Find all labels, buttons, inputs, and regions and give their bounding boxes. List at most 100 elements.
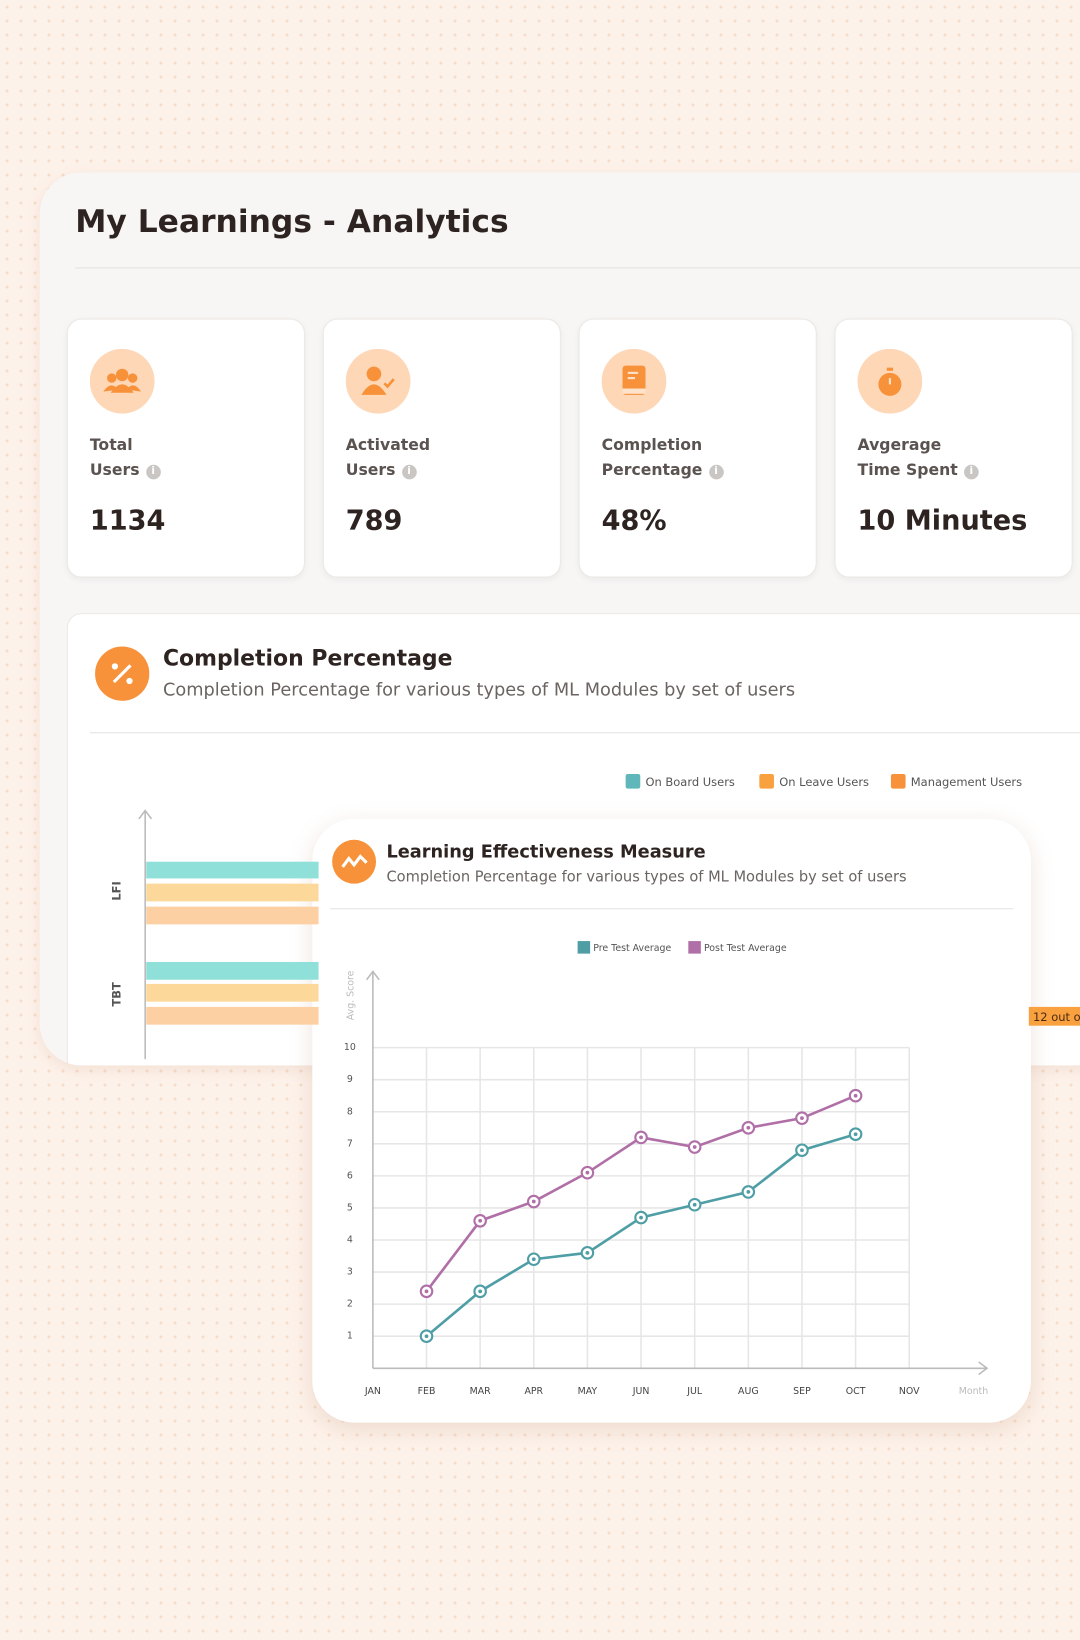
y-tick-label: 2 (347, 1299, 353, 1310)
axis-arrow (365, 970, 380, 981)
stat-label-line: Completion (601, 435, 703, 455)
stat-card: Activated Users i 789 (322, 318, 561, 578)
stat-value: 10 Minutes (857, 505, 1028, 537)
data-point-center (639, 1215, 643, 1220)
x-tick-label: JUN (632, 1386, 650, 1397)
data-point-center (424, 1289, 429, 1294)
stat-label-line: Percentage (601, 460, 703, 480)
y-tick-label: 1 (347, 1331, 353, 1342)
info-icon[interactable]: i (401, 464, 417, 480)
data-point-center (800, 1148, 804, 1153)
bar-label: 12 out of (1033, 1010, 1080, 1024)
y-axis-title: Avg. Score (345, 970, 356, 1020)
data-point-center (585, 1170, 590, 1175)
stat-label-line: Activated (345, 435, 431, 455)
data-point-center (800, 1116, 804, 1121)
legend-swatch (688, 941, 701, 954)
stat-card: Completion Percentage i 48% (578, 318, 817, 578)
data-point-center (692, 1145, 697, 1149)
stat-card: Total Users i 1134 (66, 318, 305, 578)
bar (146, 883, 319, 902)
users-icon (89, 348, 155, 414)
data-point-center (531, 1199, 536, 1204)
data-point-center (692, 1202, 697, 1207)
chart-subtitle: Completion Percentage for various types … (386, 868, 906, 885)
info-icon[interactable]: i (145, 464, 161, 480)
stat-label: Total Users i (90, 432, 161, 482)
y-tick-label: 3 (347, 1267, 353, 1278)
x-tick-label: NOV (899, 1386, 920, 1397)
stat-label: Avgerage Time Spent i (858, 432, 979, 482)
legend-label: Pre Test Average (593, 943, 671, 954)
bar (146, 906, 319, 925)
y-tick-label: 5 (347, 1202, 353, 1213)
x-tick-label: JAN (364, 1386, 381, 1397)
category-label: TBT (109, 982, 123, 1007)
data-point-center (531, 1257, 536, 1262)
x-tick-label: SEP (793, 1386, 811, 1397)
legend-label: On Board Users (645, 775, 734, 789)
legend-label: Post Test Average (704, 943, 787, 954)
x-tick-label: JUL (686, 1386, 703, 1397)
data-point-center (478, 1218, 483, 1223)
stat-label-line: Time Spent (857, 460, 958, 480)
panel-title: Completion Percentage (162, 645, 453, 671)
page-title: My Learnings - Analytics (75, 203, 509, 241)
y-tick-label: 9 (347, 1074, 353, 1085)
bar (146, 1006, 319, 1025)
axis-arrow (978, 1361, 989, 1376)
x-tick-label: FEB (418, 1386, 436, 1397)
stat-label-line: Total (89, 435, 133, 455)
bar-label-badge (1028, 1006, 1080, 1026)
stat-label: Activated Users i (346, 432, 430, 482)
panel-subtitle: Completion Percentage for various types … (162, 679, 796, 701)
info-icon[interactable]: i (964, 464, 979, 480)
data-point-center (639, 1135, 643, 1140)
x-axis-title: Month (959, 1386, 988, 1397)
stat-label: Completion Percentage i (602, 432, 724, 482)
bar (146, 983, 319, 1002)
divider (89, 732, 1080, 734)
y-tick-label: 8 (347, 1106, 353, 1117)
line-chart-card (312, 818, 1031, 1423)
category-label: LFI (109, 881, 123, 900)
legend-label: Management Users (911, 775, 1022, 789)
bar (146, 961, 319, 980)
info-icon[interactable]: i (708, 464, 724, 480)
percent-icon (95, 646, 150, 701)
book-icon (601, 348, 667, 414)
y-tick-label: 6 (347, 1170, 353, 1181)
stat-label-line: Users (89, 460, 140, 480)
chart-icon-glyph (341, 854, 368, 868)
legend-swatch (625, 773, 641, 789)
legend-label: On Leave Users (779, 775, 869, 789)
stat-value: 1134 (89, 505, 166, 537)
timer-icon (857, 348, 923, 414)
x-tick-label: MAR (470, 1386, 492, 1397)
stat-card: Avgerage Time Spent i 10 Minutes (834, 318, 1073, 578)
x-tick-label: OCT (846, 1386, 866, 1397)
data-point-center (853, 1132, 858, 1137)
stat-label-line: Avgerage (857, 435, 942, 455)
legend-swatch (759, 773, 774, 789)
stat-label-line: Users (345, 460, 396, 480)
data-point-center (478, 1289, 483, 1294)
stat-value: 48% (601, 505, 667, 537)
x-tick-label: AUG (738, 1386, 759, 1397)
legend-swatch (577, 941, 591, 954)
data-point-center (746, 1125, 751, 1130)
legend-swatch (890, 773, 906, 789)
data-point-center (585, 1250, 590, 1255)
chart-icon (332, 839, 377, 884)
bar (146, 861, 319, 879)
data-point-center (424, 1334, 429, 1339)
y-tick-label: 4 (347, 1235, 353, 1246)
axis-arrow (138, 809, 153, 820)
user-check-icon (345, 348, 411, 414)
divider (75, 267, 1080, 269)
x-tick-label: MAY (578, 1386, 598, 1397)
x-tick-label: APR (524, 1386, 543, 1397)
stat-value: 789 (345, 505, 403, 537)
